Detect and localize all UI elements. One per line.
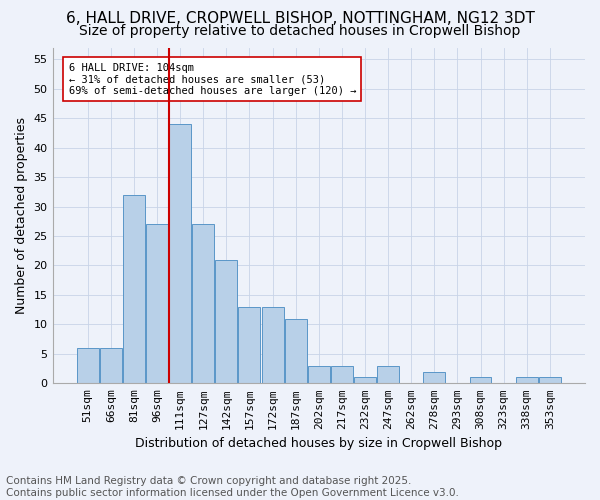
Bar bbox=[262, 306, 284, 384]
Bar bbox=[146, 224, 168, 384]
Bar bbox=[308, 366, 330, 384]
Bar bbox=[215, 260, 238, 384]
Bar bbox=[192, 224, 214, 384]
Bar bbox=[424, 372, 445, 384]
Bar bbox=[470, 378, 491, 384]
Text: 6, HALL DRIVE, CROPWELL BISHOP, NOTTINGHAM, NG12 3DT: 6, HALL DRIVE, CROPWELL BISHOP, NOTTINGH… bbox=[65, 11, 535, 26]
Bar bbox=[377, 366, 399, 384]
Y-axis label: Number of detached properties: Number of detached properties bbox=[15, 117, 28, 314]
Bar bbox=[100, 348, 122, 384]
X-axis label: Distribution of detached houses by size in Cropwell Bishop: Distribution of detached houses by size … bbox=[135, 437, 502, 450]
Bar bbox=[77, 348, 98, 384]
Bar bbox=[354, 378, 376, 384]
Bar bbox=[169, 124, 191, 384]
Bar bbox=[539, 378, 561, 384]
Bar bbox=[284, 318, 307, 384]
Text: Contains HM Land Registry data © Crown copyright and database right 2025.
Contai: Contains HM Land Registry data © Crown c… bbox=[6, 476, 459, 498]
Bar bbox=[238, 306, 260, 384]
Bar bbox=[123, 195, 145, 384]
Text: Size of property relative to detached houses in Cropwell Bishop: Size of property relative to detached ho… bbox=[79, 24, 521, 38]
Bar bbox=[516, 378, 538, 384]
Text: 6 HALL DRIVE: 104sqm
← 31% of detached houses are smaller (53)
69% of semi-detac: 6 HALL DRIVE: 104sqm ← 31% of detached h… bbox=[68, 62, 356, 96]
Bar bbox=[331, 366, 353, 384]
